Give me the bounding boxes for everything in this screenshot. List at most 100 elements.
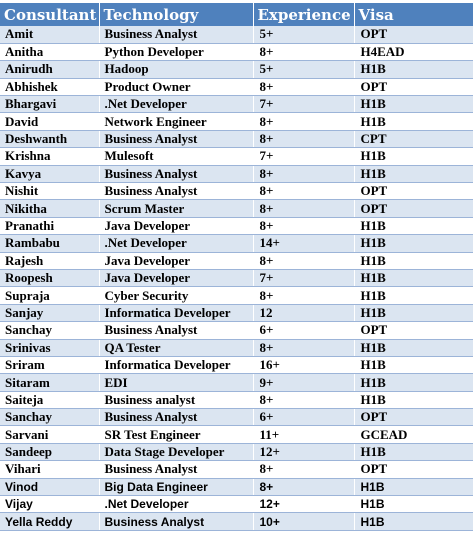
technology-cell: Java Developer bbox=[99, 252, 254, 270]
consultant-name-cell: Nishit bbox=[0, 182, 100, 201]
table-row: Sanjay Informatica Developer 12 H1B bbox=[0, 304, 473, 323]
experience-cell: 11+ bbox=[253, 425, 355, 444]
consultant-name-cell: Anitha bbox=[0, 43, 100, 62]
table-row: Yella Reddy Business Analyst 10+ H1B bbox=[0, 512, 473, 531]
technology-cell: Java Developer bbox=[99, 217, 254, 236]
technology-cell: Business Analyst bbox=[99, 26, 254, 44]
experience-cell: 16+ bbox=[253, 356, 355, 375]
table-row: Nikitha Scrum Master 8+ OPT bbox=[0, 199, 473, 218]
header-visa: Visa bbox=[354, 3, 473, 26]
visa-cell: H1B bbox=[354, 495, 473, 514]
experience-cell: 9+ bbox=[253, 373, 355, 392]
experience-cell: 6+ bbox=[253, 321, 355, 340]
technology-cell: EDI bbox=[99, 373, 254, 392]
visa-cell: OPT bbox=[354, 408, 473, 427]
experience-cell: 8+ bbox=[253, 339, 355, 357]
experience-cell: 8+ bbox=[253, 460, 355, 479]
header-experience: Experience bbox=[253, 3, 355, 26]
consultant-name-cell: Kavya bbox=[0, 165, 100, 184]
consultant-name-cell: Nikitha bbox=[0, 199, 100, 218]
visa-cell: H1B bbox=[354, 234, 473, 253]
experience-cell: 5+ bbox=[253, 60, 355, 79]
technology-cell: Business Analyst bbox=[99, 182, 254, 201]
consultant-name-cell: Sanchay bbox=[0, 408, 100, 427]
visa-cell: H1B bbox=[354, 252, 473, 270]
consultant-name-cell: David bbox=[0, 112, 100, 131]
consultant-name-cell: Sarvani bbox=[0, 425, 100, 444]
consultant-name-cell: Saiteja bbox=[0, 391, 100, 410]
experience-cell: 8+ bbox=[253, 217, 355, 236]
consultant-name-cell: Deshwanth bbox=[0, 130, 100, 149]
visa-cell: H4EAD bbox=[354, 43, 473, 62]
table-row: Supraja Cyber Security 8+ H1B bbox=[0, 286, 473, 305]
consultant-name-cell: Srinivas bbox=[0, 339, 100, 357]
technology-cell: Hadoop bbox=[99, 60, 254, 79]
table-row: Amit Business Analyst 5+ OPT bbox=[0, 26, 473, 44]
consultant-name-cell: Abhishek bbox=[0, 78, 100, 97]
technology-cell: Product Owner bbox=[99, 78, 254, 97]
consultant-name-cell: Yella Reddy bbox=[0, 512, 100, 531]
visa-cell: H1B bbox=[354, 304, 473, 323]
technology-cell: Business Analyst bbox=[99, 408, 254, 427]
experience-cell: 8+ bbox=[253, 43, 355, 62]
technology-cell: SR Test Engineer bbox=[99, 425, 254, 444]
experience-cell: 8+ bbox=[253, 199, 355, 218]
table-row: Sarvani SR Test Engineer 11+ GCEAD bbox=[0, 425, 473, 444]
table-row: Vihari Business Analyst 8+ OPT bbox=[0, 460, 473, 479]
technology-cell: Business Analyst bbox=[99, 460, 254, 479]
technology-cell: Mulesoft bbox=[99, 147, 254, 166]
visa-cell: OPT bbox=[354, 321, 473, 340]
table-row: Krishna Mulesoft 7+ H1B bbox=[0, 147, 473, 166]
experience-cell: 8+ bbox=[253, 165, 355, 184]
table-row: Sitaram EDI 9+ H1B bbox=[0, 373, 473, 392]
visa-cell: H1B bbox=[354, 217, 473, 236]
experience-cell: 8+ bbox=[253, 391, 355, 410]
visa-cell: H1B bbox=[354, 356, 473, 375]
visa-cell: H1B bbox=[354, 60, 473, 79]
technology-cell: Java Developer bbox=[99, 269, 254, 288]
consultant-name-cell: Sriram bbox=[0, 356, 100, 375]
table-row: Srinivas QA Tester 8+ H1B bbox=[0, 339, 473, 357]
visa-cell: GCEAD bbox=[354, 425, 473, 444]
table-row: Kavya Business Analyst 8+ H1B bbox=[0, 165, 473, 184]
experience-cell: 12+ bbox=[253, 443, 355, 462]
experience-cell: 12+ bbox=[253, 495, 355, 514]
header-row: Consultant Technology Experience Visa bbox=[0, 3, 473, 26]
consultant-name-cell: Rajesh bbox=[0, 252, 100, 270]
visa-cell: H1B bbox=[354, 339, 473, 357]
technology-cell: Business Analyst bbox=[99, 512, 254, 531]
experience-cell: 6+ bbox=[253, 408, 355, 427]
table-row: David Network Engineer 8+ H1B bbox=[0, 112, 473, 131]
table-row: Roopesh Java Developer 7+ H1B bbox=[0, 269, 473, 288]
visa-cell: OPT bbox=[354, 26, 473, 44]
technology-cell: Big Data Engineer bbox=[99, 478, 254, 497]
visa-cell: H1B bbox=[354, 478, 473, 497]
technology-cell: Data Stage Developer bbox=[99, 443, 254, 462]
table-row: Abhishek Product Owner 8+ OPT bbox=[0, 78, 473, 97]
technology-cell: QA Tester bbox=[99, 339, 254, 357]
visa-cell: H1B bbox=[354, 373, 473, 392]
table-row: Anitha Python Developer 8+ H4EAD bbox=[0, 43, 473, 62]
experience-cell: 8+ bbox=[253, 478, 355, 497]
visa-cell: H1B bbox=[354, 512, 473, 531]
technology-cell: Informatica Developer bbox=[99, 304, 254, 323]
table-row: Vijay .Net Developer 12+ H1B bbox=[0, 495, 473, 514]
experience-cell: 7+ bbox=[253, 269, 355, 288]
consultant-name-cell: Sitaram bbox=[0, 373, 100, 392]
consultant-name-cell: Supraja bbox=[0, 286, 100, 305]
experience-cell: 5+ bbox=[253, 26, 355, 44]
technology-cell: Business Analyst bbox=[99, 165, 254, 184]
table-row: Vinod Big Data Engineer 8+ H1B bbox=[0, 478, 473, 497]
visa-cell: CPT bbox=[354, 130, 473, 149]
table-row: Sriram Informatica Developer 16+ H1B bbox=[0, 356, 473, 375]
table-header: Consultant Technology Experience Visa bbox=[0, 3, 473, 26]
consultant-name-cell: Krishna bbox=[0, 147, 100, 166]
consultant-name-cell: Pranathi bbox=[0, 217, 100, 236]
consultant-name-cell: Sanjay bbox=[0, 304, 100, 323]
technology-cell: Python Developer bbox=[99, 43, 254, 62]
experience-cell: 12 bbox=[253, 304, 355, 323]
visa-cell: H1B bbox=[354, 391, 473, 410]
technology-cell: Network Engineer bbox=[99, 112, 254, 131]
experience-cell: 14+ bbox=[253, 234, 355, 253]
visa-cell: H1B bbox=[354, 165, 473, 184]
